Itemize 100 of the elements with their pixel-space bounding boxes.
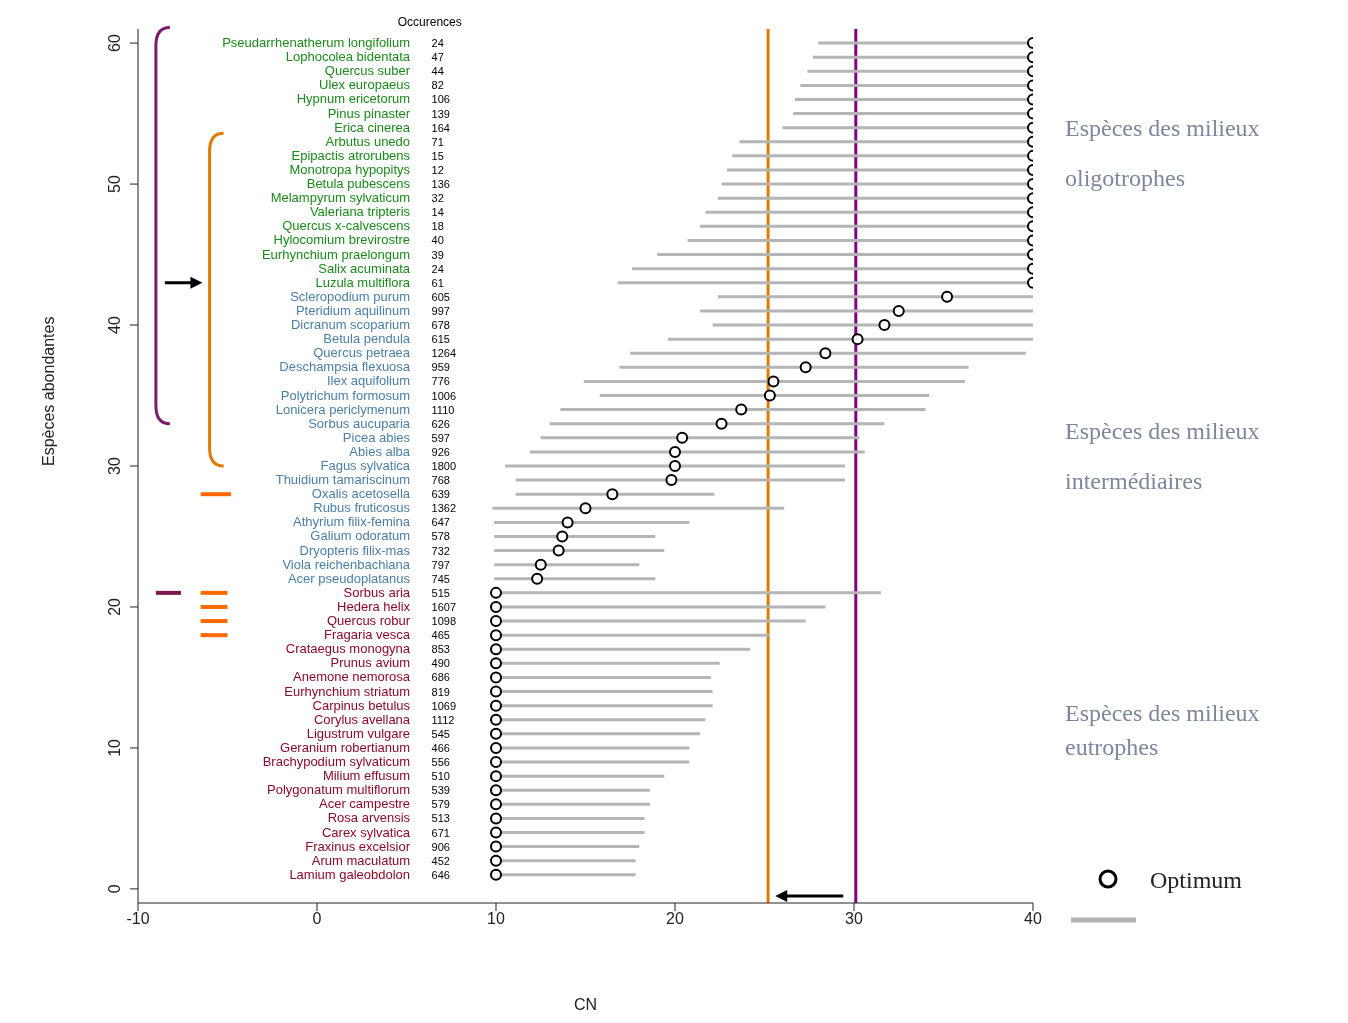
x-tick-label: 30 [845, 910, 863, 928]
annotation: Occurences [397, 15, 462, 30]
point [534, 558, 547, 571]
annotation: 605 [431, 290, 450, 303]
point [490, 657, 502, 670]
annotation: 24 [431, 37, 444, 50]
point [676, 431, 689, 444]
point [799, 361, 812, 374]
y-tick-label: 40 [106, 316, 123, 334]
annotation: Quercus x-calvescens [282, 218, 411, 234]
annotation: 106 [431, 93, 450, 106]
point [490, 699, 502, 712]
annotation: Athyrium filix-femina [293, 514, 411, 530]
annotation: 776 [431, 375, 450, 388]
annotation: 465 [431, 629, 450, 642]
annotation: 853 [431, 643, 450, 656]
annotation: Hypnum ericetorum [296, 91, 411, 107]
annotation: Sorbus aria [343, 584, 411, 600]
point [767, 375, 780, 388]
y-tick-label: 20 [106, 597, 123, 616]
annotation: 1362 [431, 502, 457, 515]
point [490, 600, 502, 613]
annotation: 1112 [431, 713, 455, 726]
y-tick-label: 30 [106, 457, 123, 475]
annotation: Milium effusum [322, 768, 411, 784]
annotation: 686 [431, 671, 450, 684]
annotation: Pinus pinaster [327, 105, 411, 121]
point [490, 798, 502, 811]
y-tick-label: 0 [106, 884, 123, 894]
annotation: 539 [431, 784, 450, 797]
annotation: 906 [431, 840, 450, 853]
annotation: Ilex aquifolium [326, 373, 411, 389]
annotation: Acer pseudoplatanus [287, 570, 411, 586]
point [490, 868, 502, 881]
annotation: 39 [431, 248, 444, 261]
annotation: 1098 [431, 615, 457, 628]
y-tick-label: 10 [106, 738, 123, 757]
x-tick-label: -10 [126, 910, 150, 928]
annotation: Arum maculatum [311, 852, 411, 868]
annotation: Prunus avium [330, 655, 411, 671]
point [490, 784, 502, 797]
point [490, 643, 502, 656]
annotation: 61 [431, 276, 444, 289]
annotation: 47 [431, 51, 444, 64]
annotation: Ulex europaeus [319, 77, 411, 93]
annotation: Thuidium tamariscinum [275, 472, 411, 488]
annotation: 513 [431, 812, 450, 825]
annotation: 615 [431, 333, 450, 346]
y-axis-title: Espèces abondantes [39, 316, 57, 466]
point [556, 530, 569, 543]
point [490, 629, 502, 642]
legend-label: Optimum [1150, 867, 1243, 893]
annotation: Dicranum scoparium [290, 317, 411, 333]
annotation: 768 [431, 474, 450, 487]
annotation: 639 [431, 488, 450, 501]
annotation: 32 [431, 192, 444, 205]
annotation: 646 [431, 868, 450, 881]
annotation: Betula pubescens [306, 176, 411, 192]
annotation: 71 [431, 135, 444, 148]
annotation: Eurhynchium striatum [284, 683, 411, 699]
point [715, 417, 728, 430]
point [669, 445, 681, 458]
annotation: 578 [431, 530, 450, 543]
y-tick-label: 60 [106, 34, 123, 52]
annotation: 597 [431, 431, 450, 444]
x-tick-label: 0 [312, 910, 322, 928]
annotation: Rubus fruticosus [313, 500, 411, 516]
point [490, 727, 502, 740]
annotation: 510 [431, 770, 450, 783]
annotation: 1110 [431, 403, 455, 416]
annotation: 732 [431, 544, 450, 557]
annotation: 819 [431, 685, 450, 698]
point [561, 516, 574, 529]
annotation: Fagus sylvatica [320, 458, 411, 473]
annotation: Polygonatum multiflorum [267, 782, 411, 798]
annotation: Abies alba [349, 443, 411, 459]
annotation: Oxalis acetosella [311, 486, 411, 502]
annotation: 671 [431, 826, 450, 839]
annotation: 959 [431, 361, 450, 374]
annotation: Luzula multiflora [315, 274, 411, 290]
annotation: 545 [431, 727, 450, 740]
annotation: Anemone nemorosa [293, 669, 411, 685]
point [490, 586, 502, 599]
annotation: 40 [431, 234, 444, 247]
annotation: 997 [431, 304, 450, 317]
x-tick-label: 40 [1024, 910, 1042, 928]
annotation: 1800 [431, 460, 457, 472]
annotation: Pseudarrhenatherum longifolium [222, 35, 411, 51]
annotation: 926 [431, 445, 450, 458]
point [490, 713, 502, 726]
text: Espèces des milieux oligotrophes [1065, 114, 1261, 193]
annotation: 1006 [431, 389, 457, 402]
annotation: 24 [431, 262, 444, 275]
annotation: 15 [431, 149, 444, 162]
point [606, 488, 619, 501]
annotation: Lophocolea bidentata [285, 49, 411, 65]
point [490, 671, 502, 684]
annotation: 82 [431, 79, 444, 92]
y-tick-label: 50 [106, 175, 123, 193]
annotation: 556 [431, 756, 450, 769]
